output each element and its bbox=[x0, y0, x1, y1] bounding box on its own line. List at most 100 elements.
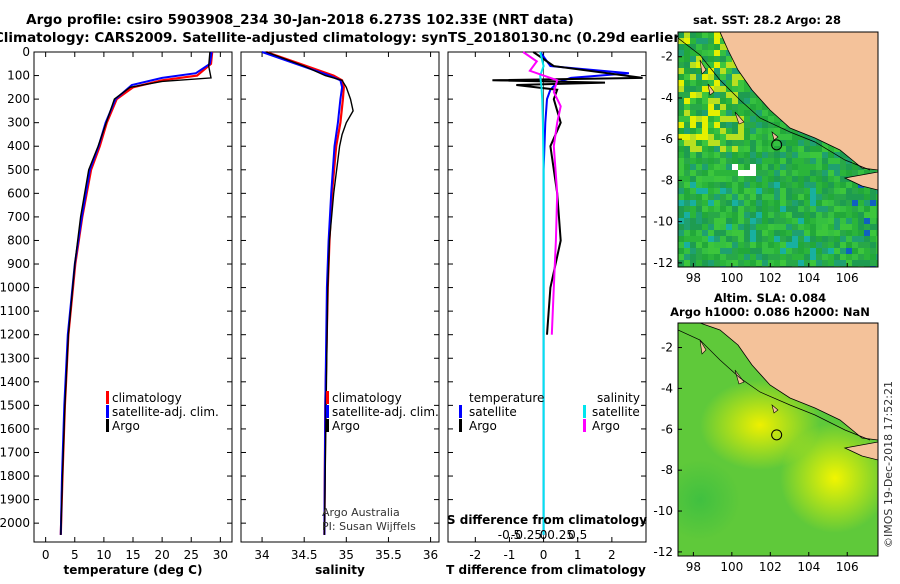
sla-map-panel: Altim. SLA: 0.084 Argo h1000: 0.086 h200… bbox=[653, 291, 879, 574]
legend-climatology-label: climatology bbox=[332, 391, 402, 405]
java-landmass bbox=[843, 171, 878, 191]
depth-axis: 0 100 200 300 400 500 600 700 800 900 1000 1100 1200… bbox=[0, 45, 232, 530]
legend-climatology-label: climatology bbox=[112, 391, 182, 405]
difference-depth-ticks bbox=[448, 51, 646, 524]
legend-salinity-header: salinity bbox=[597, 391, 640, 405]
lat-tick-label: -8 bbox=[661, 463, 673, 477]
lat-tick-label: -4 bbox=[661, 381, 673, 395]
sst-map-panel: sat. SST: 28.2 Argo: 28 98 100 102 104 106 -2… bbox=[653, 13, 879, 285]
s-diff-tick-label: 0.5 bbox=[568, 528, 587, 542]
salinity-x-label: salinity bbox=[315, 563, 365, 577]
lon-tick-label: 104 bbox=[797, 271, 820, 285]
sla-map-subtitle: Argo h1000: 0.086 h2000: NaN bbox=[670, 305, 870, 319]
depth-tick-label: 1800 bbox=[0, 469, 30, 483]
depth-tick-label: 1500 bbox=[0, 398, 30, 412]
legend-argo-label: Argo bbox=[112, 419, 140, 433]
argo-float-marker bbox=[771, 139, 783, 151]
copyright-footer: ©IMOS 19-Dec-2018 17:52:21 bbox=[882, 381, 895, 548]
difference-panel: -2 -1 0 1 2 temperature satellite Argo salin… bbox=[446, 51, 647, 577]
legend-s-satellite-swatch bbox=[583, 405, 586, 418]
lon-tick-label: 106 bbox=[836, 271, 859, 285]
salinity-depth-ticks bbox=[241, 51, 439, 524]
depth-tick-label: 300 bbox=[7, 116, 30, 130]
java-landmass bbox=[843, 441, 878, 461]
sla-map-frame bbox=[677, 322, 879, 557]
legend-argo-swatch bbox=[106, 419, 109, 432]
x-tick-label: 25 bbox=[184, 548, 199, 562]
depth-tick-label: 1700 bbox=[0, 445, 30, 459]
legend-satellite-label: satellite-adj. clim. bbox=[112, 405, 219, 419]
argo-profile bbox=[60, 51, 212, 535]
island-3 bbox=[734, 111, 745, 125]
legend-s-argo-swatch bbox=[583, 419, 586, 432]
depth-tick-label: 400 bbox=[7, 139, 30, 153]
depth-tick-label: 1900 bbox=[0, 493, 30, 507]
temperature-profiles bbox=[59, 51, 214, 535]
legend-s-satellite-label: satellite bbox=[592, 405, 640, 419]
depth-tick-label: 100 bbox=[7, 69, 30, 83]
lon-tick-label: 98 bbox=[686, 271, 701, 285]
bathymetry-contour bbox=[678, 329, 871, 441]
s-diff-tick-label: -0.25 bbox=[511, 528, 542, 542]
pi-annotation: PI: Susan Wijffels bbox=[322, 520, 416, 533]
sst-map-axes: 98 100 102 104 106 -2 -4 -6 -8 -10 -12 bbox=[653, 50, 858, 285]
depth-tick-label: 2000 bbox=[0, 516, 30, 530]
sla-map-title: Altim. SLA: 0.084 bbox=[714, 291, 826, 305]
x-tick-label: 1 bbox=[574, 548, 582, 562]
depth-tick-label: 1200 bbox=[0, 328, 30, 342]
chart-title: Argo profile: csiro 5903908_234 30-Jan-2… bbox=[26, 12, 574, 28]
s-diff-tick-label: 0.25 bbox=[547, 528, 574, 542]
legend-t-satellite-swatch bbox=[459, 405, 462, 418]
x-tick-label: 0 bbox=[42, 548, 50, 562]
lat-tick-label: -10 bbox=[653, 215, 673, 229]
x-tick-label: 0 bbox=[540, 548, 548, 562]
sla-map-axes: 98 100 102 104 106 -2 -4 -6 -8 -10 -12 bbox=[653, 341, 858, 574]
s-difference-tick-labels: -0.5-0.250 0.250.5 bbox=[498, 528, 588, 542]
depth-tick-label: 600 bbox=[7, 186, 30, 200]
satellite-profile bbox=[261, 51, 344, 535]
depth-tick-label: 0 bbox=[22, 45, 30, 59]
x-tick-label: 30 bbox=[213, 548, 228, 562]
salinity-x-axis: 34 34.5 35 35.5 36 bbox=[254, 52, 438, 562]
depth-tick-label: 900 bbox=[7, 257, 30, 271]
island-4 bbox=[771, 131, 779, 141]
depth-tick-label: 500 bbox=[7, 163, 30, 177]
x-tick-label: 34.5 bbox=[291, 548, 318, 562]
sumatra-landmass bbox=[719, 32, 878, 171]
s-difference-label: S difference from climatology bbox=[447, 513, 647, 527]
sst-map-frame bbox=[677, 31, 879, 268]
legend-climatology-swatch bbox=[106, 391, 109, 404]
legend-satellite-swatch bbox=[106, 405, 109, 418]
x-tick-label: 34 bbox=[254, 548, 269, 562]
x-tick-label: 15 bbox=[125, 548, 140, 562]
lon-tick-label: 100 bbox=[720, 560, 743, 574]
legend-climatology-swatch bbox=[326, 391, 329, 404]
depth-tick-label: 700 bbox=[7, 210, 30, 224]
lat-tick-label: -2 bbox=[661, 50, 673, 64]
salinity-panel: 34 34.5 35 35.5 36 climatology satellite-adj… bbox=[240, 50, 440, 577]
temperature-x-label: temperature (deg C) bbox=[64, 563, 203, 577]
depth-tick-label: 1400 bbox=[0, 375, 30, 389]
lat-tick-label: -12 bbox=[653, 545, 673, 559]
salinity-legend: climatology satellite-adj. clim. Argo bbox=[326, 391, 439, 433]
salinity-profiles bbox=[261, 50, 354, 535]
legend-t-argo-label: Argo bbox=[469, 419, 497, 433]
depth-tick-label: 200 bbox=[7, 92, 30, 106]
island-2 bbox=[734, 369, 745, 385]
legend-temperature-header: temperature bbox=[469, 391, 544, 405]
temperature-plot-frame bbox=[33, 51, 233, 543]
lat-tick-label: -4 bbox=[661, 91, 673, 105]
lon-tick-label: 100 bbox=[720, 271, 743, 285]
island-2 bbox=[707, 83, 715, 96]
temperature-panel: 0100200300400500600700800900100011001200… bbox=[0, 45, 233, 577]
x-tick-label: -1 bbox=[503, 548, 515, 562]
difference-temperature-legend: temperature satellite Argo bbox=[459, 391, 544, 433]
chart-subtitle: Climatology: CARS2009. Satellite-adjuste… bbox=[0, 30, 686, 46]
temperature-x-axis: 0 5 10 15 20 25 30 bbox=[42, 52, 228, 562]
lat-tick-label: -6 bbox=[661, 132, 673, 146]
island-3 bbox=[771, 404, 779, 414]
lon-tick-label: 104 bbox=[797, 560, 820, 574]
difference-x-label: T difference from climatology bbox=[446, 563, 646, 577]
x-tick-label: -2 bbox=[469, 548, 481, 562]
